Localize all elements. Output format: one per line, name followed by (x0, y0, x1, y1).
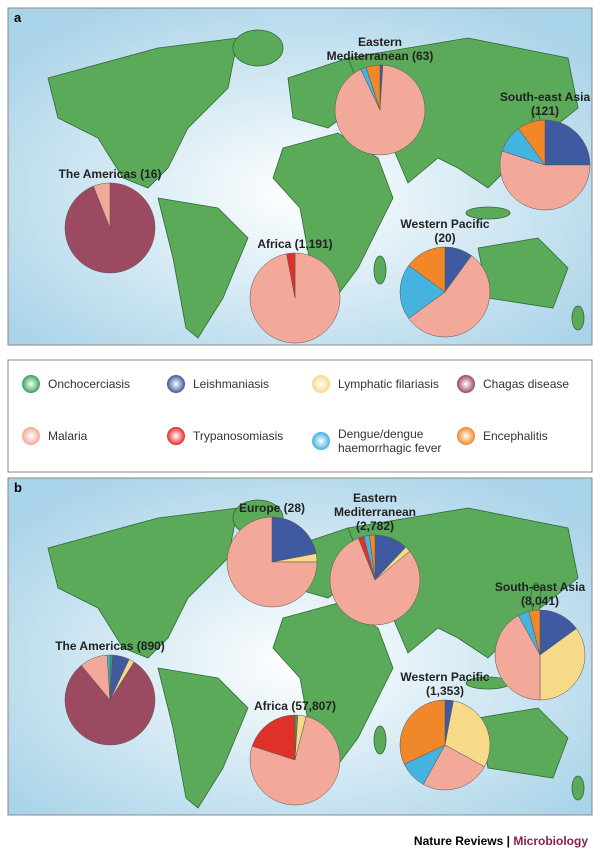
pie-wedge (408, 255, 491, 338)
legend-label: Trypanosomiasis (193, 429, 284, 443)
pie-wedge (226, 516, 318, 608)
legend-label: Leishmaniasis (193, 377, 270, 391)
pie-wedge (544, 119, 591, 166)
pie-title: South-east Asia (8,041) (494, 580, 586, 608)
pie-wedge (422, 744, 485, 791)
legend-item: Chagas disease (457, 375, 600, 393)
pie-wedge (93, 182, 111, 229)
pie-title: Eastern Mediterranean (2,782) (333, 491, 417, 533)
legend-item: Leishmaniasis (167, 375, 312, 393)
pie-title: The Americas (890) (55, 639, 165, 653)
legend-item: Lymphatic filariasis (312, 375, 457, 393)
pie-title: The Americas (16) (58, 167, 162, 181)
pie-wedge (329, 537, 421, 626)
pie-title: Africa (1,191) (257, 237, 333, 251)
pie-title: Western Pacific (20) (400, 217, 490, 245)
legend-item: Dengue/dengue haemorrhagic fever (312, 427, 457, 455)
footer: Nature Reviews | Microbiology (414, 834, 588, 848)
pie-wedge (494, 615, 541, 701)
pie-title: Europe (28) (238, 501, 305, 515)
legend-item: Encephalitis (457, 427, 600, 445)
pie-wedge (106, 654, 111, 701)
pie-wedge (518, 119, 546, 166)
legend-item: Malaria (22, 427, 167, 445)
panel-label: b (14, 480, 22, 495)
legend-swatch (457, 427, 475, 445)
legend-item: Trypanosomiasis (167, 427, 312, 445)
journal: Nature Reviews (413, 834, 504, 848)
pie-wedge (408, 246, 446, 293)
legend-swatch (22, 375, 40, 393)
subject: Microbiology (513, 834, 588, 848)
legend-label: Lymphatic filariasis (338, 377, 439, 391)
pie-wedge (444, 700, 491, 768)
separator: | (506, 834, 510, 848)
pie-wedge (528, 609, 541, 656)
pie-wedge (271, 516, 317, 563)
legend-swatch (167, 427, 185, 445)
pie-title: South-east Asia (121) (499, 90, 591, 118)
pie-wedge (365, 64, 381, 111)
legend-item: Onchocerciasis (22, 375, 167, 393)
pie-title: Western Pacific (1,353) (400, 670, 490, 698)
pie-wedge (334, 64, 426, 156)
pie-wedge (399, 265, 446, 319)
legend-label: Chagas disease (483, 377, 570, 391)
pie-wedge (369, 534, 376, 581)
pie-wedge (539, 628, 586, 701)
legend-label: Malaria (48, 429, 88, 443)
panel-label: a (14, 10, 22, 25)
pie-wedge (64, 661, 156, 746)
pie-wedge (249, 716, 341, 806)
legend-swatch (457, 375, 475, 393)
legend-label: Dengue/dengue haemorrhagic fever (338, 427, 442, 455)
pie-wedge (499, 150, 591, 211)
pie-wedge (251, 714, 296, 761)
pie-wedge (286, 252, 296, 299)
pie-wedge (399, 699, 446, 765)
legend-label: Onchocerciasis (48, 377, 131, 391)
legend-swatch (22, 427, 40, 445)
legend-label: Encephalitis (483, 429, 548, 443)
pie-title: Eastern Mediterranean (63) (326, 35, 434, 63)
legend-swatch (167, 375, 185, 393)
pie-title: Africa (57,807) (253, 699, 337, 713)
legend-swatch (312, 375, 330, 393)
legend-swatch (312, 432, 330, 450)
legend-box (7, 359, 593, 473)
